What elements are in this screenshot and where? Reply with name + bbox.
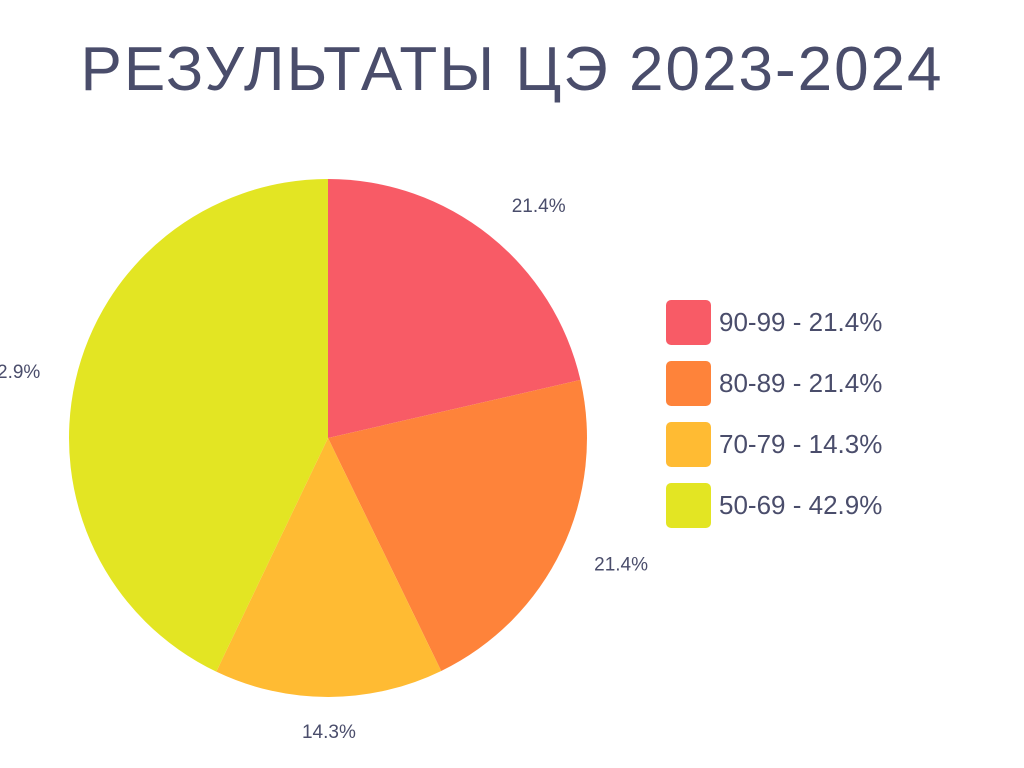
pie-slice-70-79 bbox=[216, 438, 442, 697]
legend-swatch bbox=[666, 299, 711, 345]
legend-swatch bbox=[666, 360, 711, 406]
legend-item-80-89: 80-89 - 21.4% bbox=[666, 359, 882, 407]
slice-label-90-99: 21.4% bbox=[512, 196, 566, 217]
legend-label: 50-69 - 42.9% bbox=[719, 489, 883, 520]
legend-label: 80-89 - 21.4% bbox=[719, 367, 883, 398]
chart-title: РЕЗУЛЬТАТЫ ЦЭ 2023-2024 bbox=[80, 35, 944, 104]
legend-item-50-69: 50-69 - 42.9% bbox=[666, 481, 882, 529]
pie-slice-80-89 bbox=[328, 379, 587, 671]
legend: 90-99 - 21.4% 80-89 - 21.4% 70-79 - 14.3… bbox=[666, 298, 882, 542]
legend-label: 90-99 - 21.4% bbox=[719, 306, 883, 337]
legend-swatch bbox=[666, 421, 711, 467]
legend-label: 70-79 - 14.3% bbox=[719, 428, 883, 459]
legend-item-70-79: 70-79 - 14.3% bbox=[666, 420, 882, 468]
slice-label-50-69: 42.9% bbox=[0, 362, 40, 383]
legend-item-90-99: 90-99 - 21.4% bbox=[666, 298, 882, 346]
legend-swatch bbox=[666, 482, 711, 528]
slice-label-70-79: 14.3% bbox=[302, 722, 356, 743]
pie-slice-50-69 bbox=[68, 179, 329, 672]
slice-label-80-89: 21.4% bbox=[594, 554, 648, 575]
pie-slice-90-99 bbox=[328, 179, 581, 438]
